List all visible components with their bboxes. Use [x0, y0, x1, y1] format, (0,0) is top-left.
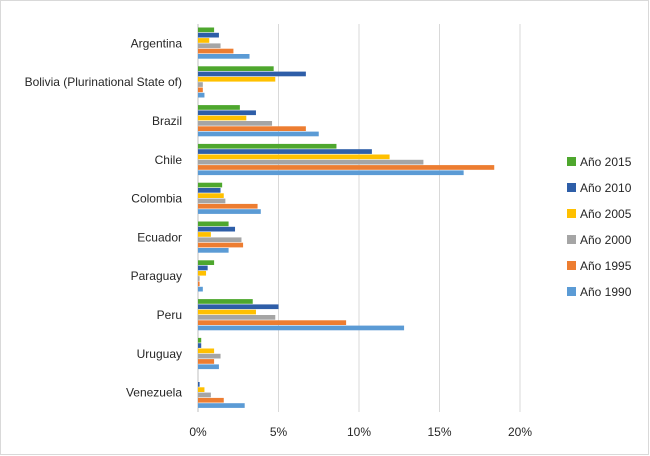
legend-swatch: [567, 235, 576, 244]
x-tick-label: 15%: [427, 425, 451, 439]
bar: [198, 115, 247, 121]
bar: [198, 92, 205, 98]
bar: [198, 337, 202, 343]
bar: [198, 48, 234, 54]
category-label: Paraguay: [131, 269, 182, 283]
bar: [198, 359, 215, 364]
bar: [198, 387, 205, 392]
legend-label: Año 2010: [580, 181, 632, 195]
bar: [198, 265, 208, 271]
bar: [198, 27, 215, 33]
bar: [198, 82, 203, 87]
bar: [198, 286, 203, 292]
bar: [198, 242, 244, 248]
x-tick-label: 0%: [189, 425, 207, 439]
category-label: Colombia: [131, 192, 182, 206]
x-axis-tick-labels: 0% 5% 10% 15% 20%: [189, 425, 532, 439]
legend: Año 2015 Año 2010 Año 2005 Año 2000 Año 1995…: [567, 155, 632, 299]
x-tick-label: 20%: [508, 425, 532, 439]
bar: [198, 403, 245, 408]
legend-label: Año 1990: [580, 285, 632, 299]
bar: [198, 126, 306, 131]
bar: [198, 131, 319, 137]
bar: [198, 105, 240, 110]
category-label: Chile: [155, 153, 183, 167]
bar: [198, 226, 236, 232]
bar: [198, 309, 256, 315]
category-label: Peru: [157, 308, 182, 322]
category-label: Bolivia (Plurinational State of): [25, 75, 182, 89]
legend-swatch: [567, 287, 576, 296]
bar: [198, 315, 276, 320]
legend-swatch: [567, 209, 576, 218]
legend-label: Año 2000: [580, 233, 632, 247]
bar: [198, 353, 221, 359]
bar: [198, 276, 200, 281]
bar: [198, 232, 211, 237]
bar: [198, 299, 253, 304]
category-label: Uruguay: [137, 347, 182, 361]
bar: [198, 260, 215, 265]
bar: [198, 364, 219, 370]
category-label: Ecuador: [137, 230, 182, 244]
bar: [198, 154, 390, 160]
bar: [198, 397, 224, 403]
bar: [198, 382, 200, 387]
bar: [198, 121, 273, 126]
legend-label: Año 2015: [580, 155, 632, 169]
x-tick-label: 10%: [347, 425, 371, 439]
category-labels: Argentina Bolivia (Plurinational State of…: [25, 36, 183, 399]
legend-swatch: [567, 261, 576, 270]
bar: [198, 209, 261, 214]
bar: [198, 165, 495, 170]
bar: [198, 43, 221, 49]
bar: [198, 159, 424, 165]
bar: [198, 149, 372, 154]
bar: [198, 270, 207, 276]
bar: [198, 170, 464, 176]
bar: [198, 188, 221, 193]
bar: [198, 71, 306, 77]
bar: [198, 348, 215, 354]
bar: [198, 54, 250, 59]
bar: [198, 76, 276, 82]
bar: [198, 203, 258, 209]
bar: [198, 320, 347, 325]
legend-label: Año 1995: [580, 259, 632, 273]
bar: [198, 392, 211, 398]
bar: [198, 343, 202, 348]
bar: [198, 110, 256, 116]
bar: [198, 198, 226, 204]
legend-swatch: [567, 183, 576, 192]
bar: [198, 143, 337, 149]
legend-label: Año 2005: [580, 207, 632, 221]
bar: [198, 87, 203, 93]
legend-swatch: [567, 157, 576, 166]
bar: [198, 182, 223, 188]
bar: [198, 281, 200, 287]
category-label: Brazil: [152, 114, 182, 128]
x-tick-label: 5%: [270, 425, 288, 439]
category-label: Argentina: [131, 36, 183, 50]
bar: [198, 38, 210, 43]
category-label: Venezuela: [126, 386, 182, 400]
bar: [198, 248, 229, 253]
bar: [198, 237, 242, 243]
bar: [198, 66, 274, 71]
bar: [198, 193, 224, 198]
bar: [198, 304, 279, 310]
bars: [198, 27, 495, 408]
bar: [198, 221, 229, 227]
bar: [198, 32, 219, 38]
bar: [198, 325, 405, 331]
